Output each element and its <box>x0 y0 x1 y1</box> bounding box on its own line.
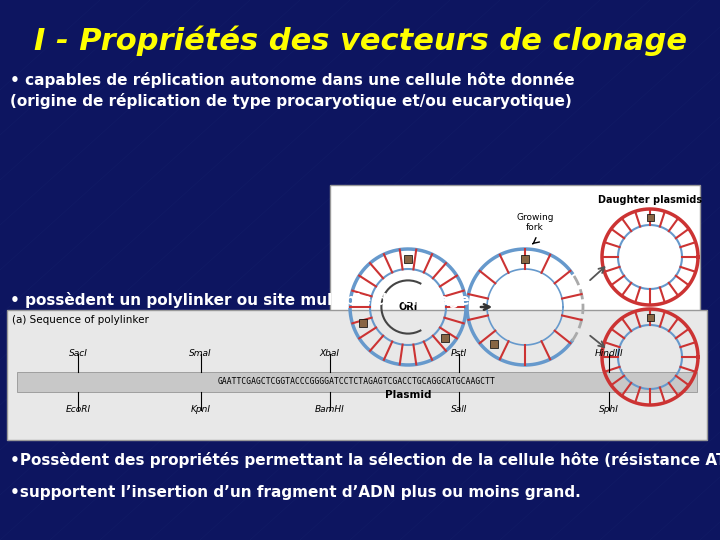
FancyBboxPatch shape <box>330 185 700 412</box>
Text: •supportent l’insertion d’un fragment d’ADN plus ou moins grand.: •supportent l’insertion d’un fragment d’… <box>10 485 581 500</box>
Text: ORI: ORI <box>398 302 418 312</box>
FancyBboxPatch shape <box>17 372 697 392</box>
Text: PstI: PstI <box>451 349 467 359</box>
Text: GAATTCGAGCTCGGTACCCGGGGATCCTCTAGAGTCGACCTGCAGGCATGCAAGCTT: GAATTCGAGCTCGGTACCCGGGGATCCTCTAGAGTCGACC… <box>218 377 496 386</box>
Text: • possèdent un polylinker ou site multiple de clonage: • possèdent un polylinker ou site multip… <box>10 292 469 308</box>
Text: Daughter plasmids: Daughter plasmids <box>598 195 702 205</box>
Text: •Possèdent des propriétés permettant la sélection de la cellule hôte (résistance: •Possèdent des propriétés permettant la … <box>10 452 720 468</box>
FancyBboxPatch shape <box>359 320 367 327</box>
FancyBboxPatch shape <box>7 310 707 440</box>
Text: BamHI: BamHI <box>315 404 345 414</box>
Text: HindIII: HindIII <box>594 349 623 359</box>
Text: KpnI: KpnI <box>191 404 211 414</box>
Text: • capables de réplication autonome dans une cellule hôte donnée: • capables de réplication autonome dans … <box>10 72 575 88</box>
Text: SacI: SacI <box>69 349 88 359</box>
Text: Growing
fork: Growing fork <box>516 213 554 232</box>
Text: XbaI: XbaI <box>320 349 340 359</box>
Text: EcoRI: EcoRI <box>66 404 91 414</box>
FancyBboxPatch shape <box>647 213 654 220</box>
FancyBboxPatch shape <box>521 255 529 263</box>
Text: SalI: SalI <box>451 404 467 414</box>
Text: (a) Sequence of polylinker: (a) Sequence of polylinker <box>12 315 149 325</box>
Text: SphI: SphI <box>598 404 618 414</box>
FancyBboxPatch shape <box>441 334 449 342</box>
Text: I - Propriétés des vecteurs de clonage: I - Propriétés des vecteurs de clonage <box>34 25 686 56</box>
Text: SmaI: SmaI <box>189 349 212 359</box>
FancyBboxPatch shape <box>490 340 498 348</box>
FancyBboxPatch shape <box>647 314 654 321</box>
Text: (origine de réplication de type procaryotique et/ou eucaryotique): (origine de réplication de type procaryo… <box>10 93 572 109</box>
Text: Plasmid: Plasmid <box>384 390 431 400</box>
FancyBboxPatch shape <box>404 255 412 263</box>
